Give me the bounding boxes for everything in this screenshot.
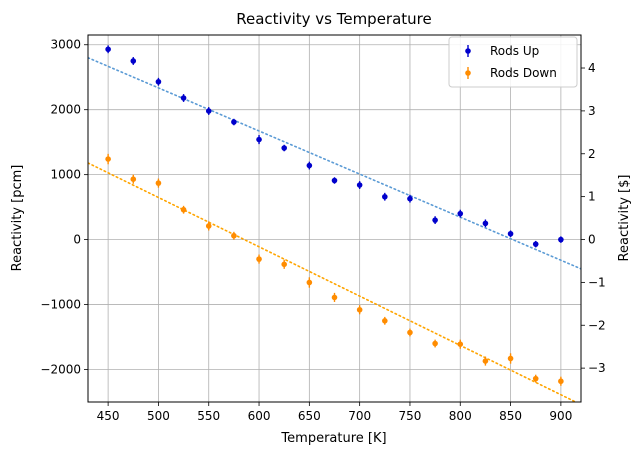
data-point-rods-up (558, 236, 564, 243)
data-point-rods-down (331, 294, 338, 301)
legend-item-rods-up (465, 45, 471, 57)
x-tick-label: 650 (298, 409, 321, 423)
data-point-rods-down (130, 176, 137, 183)
data-point-rods-down (558, 378, 564, 385)
y-tick-label: 1000 (50, 168, 81, 182)
data-point-rods-up (180, 95, 187, 101)
legend-marker (465, 70, 471, 76)
data-point-rods-down (306, 279, 313, 286)
y-tick-label: 3000 (50, 38, 81, 52)
data-point-rods-up (231, 119, 237, 125)
legend-item-rods-down (465, 67, 471, 79)
y-right-tick-label: −3 (588, 361, 606, 375)
data-point-rods-down (356, 306, 363, 313)
y-right-tick-label: 0 (588, 233, 596, 247)
data-point-rods-up (205, 108, 212, 114)
data-point-rods-up (331, 177, 338, 184)
data-point-rods-up (432, 217, 438, 223)
grid-lines (88, 35, 581, 402)
data-point-rods-down (407, 329, 413, 336)
data-point-rods-down (205, 223, 212, 229)
data-point-rods-down (180, 206, 187, 213)
x-tick-label: 800 (449, 409, 472, 423)
data-point-rods-up (407, 195, 413, 202)
y-tick-label: −2000 (40, 363, 81, 377)
legend: Rods Up Rods Down (448, 36, 578, 88)
y-right-tick-label: −2 (588, 318, 606, 332)
data-point-rods-down (532, 375, 539, 382)
data-point-rods-down (507, 355, 514, 362)
y-axis-label: Reactivity [pcm] (10, 165, 25, 272)
y-axis-right-ticks: −3 −2 −1 0 1 2 3 4 (581, 61, 606, 375)
y-right-tick-label: 3 (588, 104, 596, 118)
x-axis-ticks: 450 500 550 600 650 700 750 800 850 900 (97, 402, 572, 423)
chart-title: Reactivity vs Temperature (236, 10, 432, 28)
data-point-rods-up (382, 193, 388, 200)
legend-box (448, 36, 578, 88)
legend-marker (465, 48, 471, 54)
y-axis-ticks: −2000 −1000 0 1000 2000 3000 (40, 38, 88, 377)
x-tick-label: 600 (248, 409, 271, 423)
data-point-rods-up (532, 241, 539, 247)
y-right-tick-label: 4 (588, 61, 596, 75)
y-right-tick-label: 1 (588, 190, 596, 204)
x-tick-label: 700 (348, 409, 371, 423)
data-point-rods-down (281, 261, 287, 268)
y-tick-label: −1000 (40, 298, 81, 312)
data-point-rods-down (457, 341, 464, 347)
fit-line-rods-up (88, 56, 581, 270)
x-tick-label: 450 (97, 409, 120, 423)
legend-label-rods-down: Rods Down (490, 66, 557, 80)
y-axis-right-label: Reactivity [$] (617, 175, 632, 262)
data-point-rods-down (231, 232, 237, 239)
fit-lines (88, 56, 581, 402)
y-right-tick-label: 2 (588, 147, 596, 161)
data-point-rods-up (130, 58, 137, 64)
x-tick-label: 550 (197, 409, 220, 423)
data-point-rods-up (155, 78, 162, 85)
data-point-rods-up (306, 162, 313, 169)
y-right-tick-label: −1 (588, 275, 606, 289)
y-tick-label: 0 (73, 233, 81, 247)
data-point-rods-down (155, 180, 162, 186)
data-point-rods-down (105, 156, 111, 162)
x-tick-label: 500 (147, 409, 170, 423)
data-points (105, 45, 564, 386)
x-axis-label: Temperature [K] (280, 431, 386, 446)
data-point-rods-up (356, 182, 363, 188)
fit-line-rods-down (88, 162, 578, 402)
data-point-rods-up (105, 46, 111, 53)
legend-label-rods-up: Rods Up (490, 44, 539, 58)
data-point-rods-down (256, 256, 262, 262)
x-tick-label: 850 (499, 409, 522, 423)
data-point-rods-down (432, 340, 438, 347)
x-tick-label: 900 (549, 409, 572, 423)
plot-frame (87, 34, 582, 403)
data-point-rods-up (482, 220, 489, 227)
data-point-rods-up (256, 136, 262, 143)
y-tick-label: 2000 (50, 103, 81, 117)
data-point-rods-up (281, 145, 287, 151)
data-point-rods-up (507, 230, 514, 237)
data-point-rods-down (382, 318, 388, 324)
data-point-rods-up (457, 210, 464, 217)
x-tick-label: 750 (399, 409, 422, 423)
data-point-rods-down (482, 358, 489, 364)
